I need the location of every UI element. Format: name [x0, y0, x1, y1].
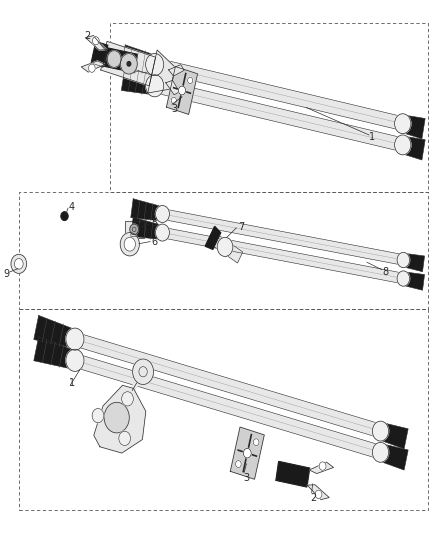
Polygon shape: [381, 445, 408, 470]
Circle shape: [14, 259, 23, 269]
Circle shape: [236, 461, 241, 467]
Circle shape: [319, 462, 326, 470]
Text: 3: 3: [171, 104, 177, 114]
Circle shape: [372, 442, 389, 462]
Circle shape: [187, 77, 193, 84]
Polygon shape: [94, 385, 146, 453]
Circle shape: [107, 51, 121, 67]
Circle shape: [104, 402, 129, 433]
Polygon shape: [152, 225, 404, 284]
Circle shape: [397, 271, 410, 286]
Circle shape: [92, 408, 104, 423]
Polygon shape: [276, 462, 310, 487]
Polygon shape: [230, 427, 264, 479]
Text: 8: 8: [382, 267, 389, 277]
Circle shape: [66, 328, 84, 350]
Circle shape: [217, 237, 233, 256]
Circle shape: [61, 212, 68, 220]
Polygon shape: [166, 67, 198, 115]
Text: 9: 9: [4, 270, 10, 279]
Polygon shape: [381, 423, 408, 449]
Polygon shape: [34, 316, 72, 347]
Polygon shape: [131, 217, 159, 239]
Circle shape: [145, 75, 164, 97]
Polygon shape: [309, 462, 334, 473]
Circle shape: [395, 114, 411, 134]
Circle shape: [244, 448, 251, 458]
Polygon shape: [166, 80, 180, 95]
Circle shape: [120, 232, 139, 256]
Circle shape: [127, 62, 131, 66]
Circle shape: [130, 224, 138, 235]
Circle shape: [124, 237, 135, 251]
Circle shape: [315, 490, 322, 498]
Polygon shape: [85, 36, 107, 50]
Polygon shape: [131, 199, 159, 221]
Circle shape: [253, 439, 259, 446]
Circle shape: [133, 359, 154, 384]
Polygon shape: [61, 328, 381, 438]
Circle shape: [395, 135, 411, 155]
Circle shape: [171, 98, 177, 103]
Text: 6: 6: [152, 237, 158, 247]
Text: 3: 3: [243, 473, 249, 482]
Polygon shape: [403, 136, 425, 160]
Polygon shape: [61, 350, 381, 459]
Circle shape: [88, 64, 95, 72]
Text: 4: 4: [69, 201, 75, 212]
Circle shape: [120, 54, 137, 74]
Text: 5: 5: [152, 218, 158, 228]
Circle shape: [178, 86, 186, 95]
Circle shape: [11, 254, 27, 273]
Circle shape: [155, 206, 170, 222]
Polygon shape: [121, 66, 152, 94]
Polygon shape: [124, 221, 144, 238]
Polygon shape: [121, 45, 152, 73]
Polygon shape: [91, 42, 108, 67]
Polygon shape: [404, 254, 424, 272]
Polygon shape: [143, 77, 404, 151]
Polygon shape: [143, 55, 404, 131]
Text: 2: 2: [84, 31, 90, 41]
Polygon shape: [148, 50, 175, 93]
Polygon shape: [404, 272, 424, 290]
Circle shape: [155, 224, 170, 241]
Polygon shape: [105, 48, 137, 72]
Text: 1: 1: [369, 132, 375, 142]
Circle shape: [119, 431, 131, 446]
Circle shape: [397, 252, 410, 268]
Polygon shape: [169, 64, 184, 76]
Circle shape: [122, 392, 133, 406]
Circle shape: [372, 421, 389, 441]
Text: 1: 1: [69, 378, 75, 388]
Circle shape: [66, 349, 84, 372]
Polygon shape: [101, 42, 155, 86]
Polygon shape: [81, 61, 105, 72]
Polygon shape: [205, 227, 221, 249]
Polygon shape: [152, 207, 404, 265]
Polygon shape: [214, 236, 243, 263]
Text: 7: 7: [239, 222, 245, 232]
Text: 2: 2: [311, 493, 317, 503]
Polygon shape: [403, 115, 425, 139]
Polygon shape: [34, 337, 72, 368]
Circle shape: [145, 53, 164, 76]
Circle shape: [92, 37, 99, 45]
Polygon shape: [307, 485, 329, 499]
